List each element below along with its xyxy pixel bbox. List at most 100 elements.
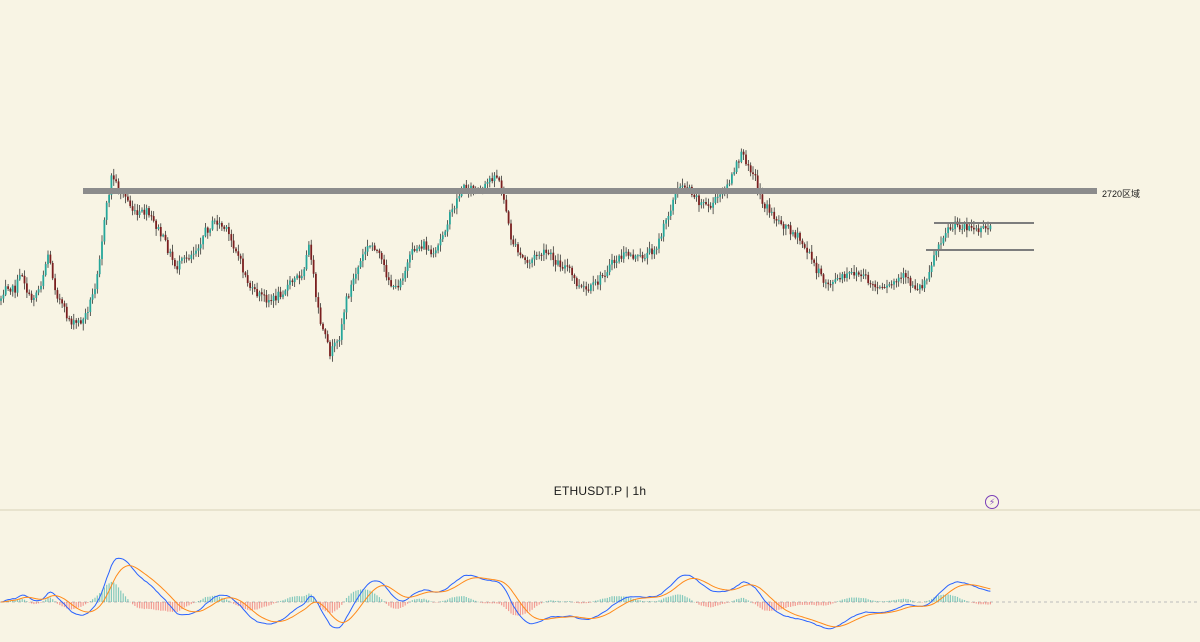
candle-body [239, 255, 242, 259]
macd-histogram-bar [785, 602, 787, 608]
candle-body [446, 224, 449, 232]
macd-histogram-bar [738, 598, 740, 602]
candle-body [712, 202, 714, 208]
candle-body [326, 334, 329, 343]
macd-histogram-bar [155, 602, 157, 611]
candle-body [528, 262, 531, 264]
candle-body [162, 234, 164, 237]
macd-histogram-bar [522, 602, 524, 615]
macd-histogram-bar [731, 601, 733, 602]
candle-body [919, 285, 921, 290]
macd-histogram-bar [418, 598, 420, 602]
candle-body [552, 252, 555, 260]
macd-histogram-bar [113, 582, 115, 602]
candle-body [7, 286, 9, 289]
candle-body [763, 203, 766, 209]
candle-body [876, 287, 879, 289]
candle-body [284, 290, 287, 295]
candle-body [977, 228, 980, 233]
candle-body [867, 274, 870, 284]
macd-histogram-bar [750, 602, 752, 603]
macd-histogram-bar [174, 602, 176, 613]
candle-body [9, 288, 12, 292]
macd-histogram-bar [164, 602, 167, 611]
candle-body [256, 289, 258, 297]
candle-body [488, 178, 491, 183]
lightning-icon[interactable]: ⚡ [985, 495, 999, 509]
macd-histogram-bar [31, 602, 33, 604]
macd-histogram-bar [599, 599, 601, 602]
candle-body [662, 223, 665, 237]
macd-histogram-bar [644, 601, 646, 602]
macd-histogram-bar [550, 600, 552, 602]
macd-histogram-bar [712, 602, 714, 607]
macd-histogram-bar [160, 602, 162, 611]
candle-body [404, 270, 407, 279]
macd-histogram-bar [171, 602, 174, 612]
candle-body [171, 251, 174, 260]
macd-histogram-bar [124, 596, 127, 602]
macd-histogram-bar [895, 599, 897, 602]
candle-body [197, 248, 200, 251]
macd-histogram-bar [620, 596, 622, 602]
candle-body [228, 227, 230, 235]
candle-body [874, 284, 877, 288]
macd-histogram-bar [395, 602, 397, 609]
macd-histogram-bar [679, 594, 681, 602]
macd-histogram-bar [573, 602, 575, 603]
candle-body [441, 235, 444, 240]
candle-body [127, 196, 129, 201]
macd-histogram-bar [251, 602, 253, 611]
candle-body [923, 280, 926, 289]
candle-body [566, 265, 569, 267]
macd-histogram-bar [223, 598, 225, 602]
candle-body [808, 251, 811, 253]
macd-histogram-bar [230, 602, 232, 603]
candle-body [848, 272, 851, 274]
macd-histogram-bar [658, 600, 660, 602]
candle-body [756, 175, 759, 190]
candle-body [810, 251, 813, 260]
macd-histogram-bar [653, 601, 655, 602]
candle-body [902, 273, 905, 278]
macd-histogram-bar [602, 598, 604, 602]
macd-histogram-bar [877, 601, 879, 602]
macd-histogram-bar [625, 596, 627, 602]
candle-body [582, 286, 585, 288]
macd-histogram-bar [416, 599, 418, 602]
candle-body [942, 237, 945, 244]
macd-histogram-bar [141, 602, 143, 609]
candle-body [465, 184, 468, 191]
macd-histogram-bar [576, 602, 578, 603]
macd-histogram-bar [345, 598, 348, 602]
macd-histogram [0, 581, 991, 616]
candle-body [970, 226, 973, 228]
macd-histogram-bar [446, 599, 449, 602]
macd-histogram-bar [637, 599, 639, 602]
candle-body [202, 236, 204, 245]
candle-body [533, 254, 536, 260]
macd-histogram-bar [627, 597, 630, 602]
macd-histogram-bar [912, 600, 914, 602]
candle-body [124, 192, 127, 197]
candle-body [578, 285, 580, 287]
candle-body [305, 255, 308, 270]
candle-body [841, 274, 844, 280]
macd-histogram-bar [865, 598, 867, 602]
candle-body [204, 227, 207, 237]
macd-histogram-bar [153, 602, 155, 610]
macd-histogram-bar [108, 583, 110, 602]
macd-histogram-bar [571, 601, 573, 603]
macd-histogram-bar [872, 600, 874, 602]
macd-histogram-bar [717, 602, 719, 606]
candle-body [794, 232, 797, 238]
candle-body [275, 295, 277, 301]
candle-body [277, 291, 280, 301]
macd-histogram-bar [188, 602, 190, 606]
macd-histogram-bar [651, 601, 653, 602]
macd-histogram-bar [830, 602, 832, 605]
candle-body [70, 318, 73, 325]
candle-body [521, 255, 524, 258]
macd-histogram-bar [357, 590, 359, 602]
